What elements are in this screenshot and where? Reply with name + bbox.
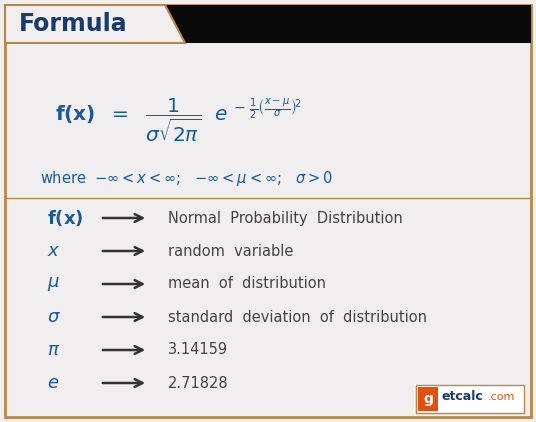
Text: .com: .com <box>488 392 516 402</box>
Polygon shape <box>5 5 185 43</box>
Bar <box>416 385 524 413</box>
Text: g: g <box>423 392 433 406</box>
Text: mean  of  distribution: mean of distribution <box>168 276 326 292</box>
Bar <box>5 5 531 43</box>
Text: $\mu$: $\mu$ <box>47 275 60 293</box>
Text: $\mathbf{f(x)}$  $=$  $\dfrac{1}{\sigma\sqrt{2\pi}}$  $e^{\,-\,\frac{1}{2}\left(: $\mathbf{f(x)}$ $=$ $\dfrac{1}{\sigma\sq… <box>55 96 302 144</box>
Text: $\sigma$: $\sigma$ <box>47 308 61 326</box>
Text: Formula: Formula <box>19 12 128 36</box>
Text: random  variable: random variable <box>168 243 293 259</box>
Text: etcalc: etcalc <box>442 390 484 403</box>
Text: 2.71828: 2.71828 <box>168 376 229 390</box>
Bar <box>418 387 438 411</box>
Text: $\mathbf{f(x)}$: $\mathbf{f(x)}$ <box>47 208 84 228</box>
Text: Normal  Probability  Distribution: Normal Probability Distribution <box>168 211 403 225</box>
Text: $e$: $e$ <box>47 374 59 392</box>
Text: 3.14159: 3.14159 <box>168 343 228 357</box>
Text: where  $-\infty < x < \infty$;   $-\infty < \mu < \infty$;   $\sigma > 0$: where $-\infty < x < \infty$; $-\infty <… <box>40 168 333 187</box>
Text: standard  deviation  of  distribution: standard deviation of distribution <box>168 309 427 325</box>
Text: $x$: $x$ <box>47 242 60 260</box>
Text: $\pi$: $\pi$ <box>47 341 60 359</box>
